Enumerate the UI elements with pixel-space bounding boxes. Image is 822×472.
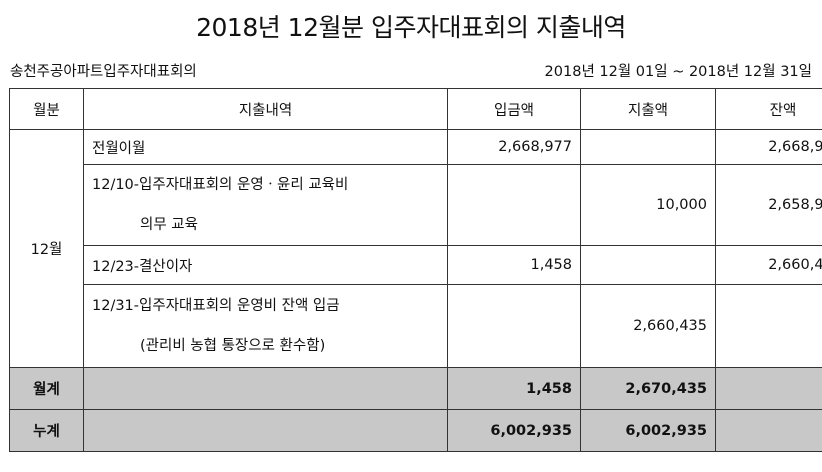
row-income: 1,458 <box>447 245 581 285</box>
header-income: 입금액 <box>447 88 581 130</box>
monthly-total-balance <box>715 367 822 410</box>
header-description: 지출내역 <box>83 88 448 130</box>
table-header-row: 월분 지출내역 입금액 지출액 잔액 <box>9 88 822 130</box>
expense-ledger-table: 월분 지출내역 입금액 지출액 잔액 12월 전월이월 2,668,977 2,… <box>9 88 822 452</box>
row-description: 12/31-입주자대표회의 운영비 잔액 입금 <box>92 298 340 314</box>
row-income <box>447 284 581 368</box>
organization-name: 송천주공아파트입주자대표회의 <box>10 64 197 80</box>
row-description-cell: 12/31-입주자대표회의 운영비 잔액 입금 (관리비 농협 통장으로 환수함… <box>83 284 448 368</box>
monthly-total-blank <box>83 367 448 410</box>
monthly-total-row: 월계 1,458 2,670,435 <box>9 367 822 410</box>
row-balance: 2,668,977 <box>715 129 822 165</box>
row-expense <box>580 129 716 165</box>
row-balance: 2,658,977 <box>715 164 822 246</box>
header-balance: 잔액 <box>715 88 822 130</box>
row-description-note: (관리비 농협 통장으로 환수함) <box>140 338 326 354</box>
row-expense: 10,000 <box>580 164 716 246</box>
cumulative-total-blank <box>83 409 448 452</box>
row-expense <box>580 245 716 285</box>
period-range: 2018년 12월 01일 ~ 2018년 12월 31일 <box>544 64 812 80</box>
header-month: 월분 <box>9 88 84 130</box>
table-row: 12/31-입주자대표회의 운영비 잔액 입금 (관리비 농협 통장으로 환수함… <box>10 284 822 368</box>
row-balance: 0 <box>715 284 822 368</box>
row-income: 2,668,977 <box>447 129 581 165</box>
header-expense: 지출액 <box>580 88 716 130</box>
row-description-note: 의무 교육 <box>140 217 198 233</box>
table-row: 12/23-결산이자 1,458 2,660,435 <box>10 245 822 285</box>
table-row: 12월 전월이월 2,668,977 2,668,977 <box>9 129 822 368</box>
row-description: 전월이월 <box>83 129 448 165</box>
row-description: 12/10-입주자대표회의 운영ㆍ윤리 교육비 <box>92 177 349 193</box>
row-balance: 2,660,435 <box>715 245 822 285</box>
cumulative-total-row: 누계 6,002,935 6,002,935 0 <box>9 409 822 452</box>
month-cell: 12월 <box>9 129 84 368</box>
row-description-cell: 12/10-입주자대표회의 운영ㆍ윤리 교육비 의무 교육 <box>83 164 448 246</box>
page-title: 2018년 12월분 입주자대표회의 지출내역 <box>196 13 626 42</box>
cumulative-total-label: 누계 <box>9 409 84 452</box>
monthly-total-income: 1,458 <box>447 367 581 410</box>
monthly-total-expense: 2,670,435 <box>580 367 716 410</box>
row-income <box>447 164 581 246</box>
monthly-total-label: 월계 <box>9 367 84 410</box>
cumulative-total-income: 6,002,935 <box>447 409 581 452</box>
cumulative-total-expense: 6,002,935 <box>580 409 716 452</box>
row-description: 12/23-결산이자 <box>83 245 448 285</box>
table-row: 12/10-입주자대표회의 운영ㆍ윤리 교육비 의무 교육 10,000 2,6… <box>10 164 822 246</box>
cumulative-total-balance: 0 <box>715 409 822 452</box>
row-expense: 2,660,435 <box>580 284 716 368</box>
